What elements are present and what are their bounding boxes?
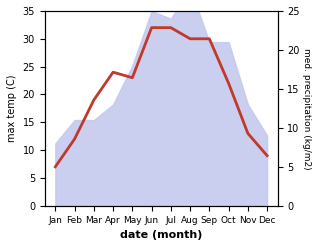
Y-axis label: med. precipitation (kg/m2): med. precipitation (kg/m2) (302, 48, 311, 169)
X-axis label: date (month): date (month) (120, 230, 203, 240)
Y-axis label: max temp (C): max temp (C) (7, 75, 17, 142)
